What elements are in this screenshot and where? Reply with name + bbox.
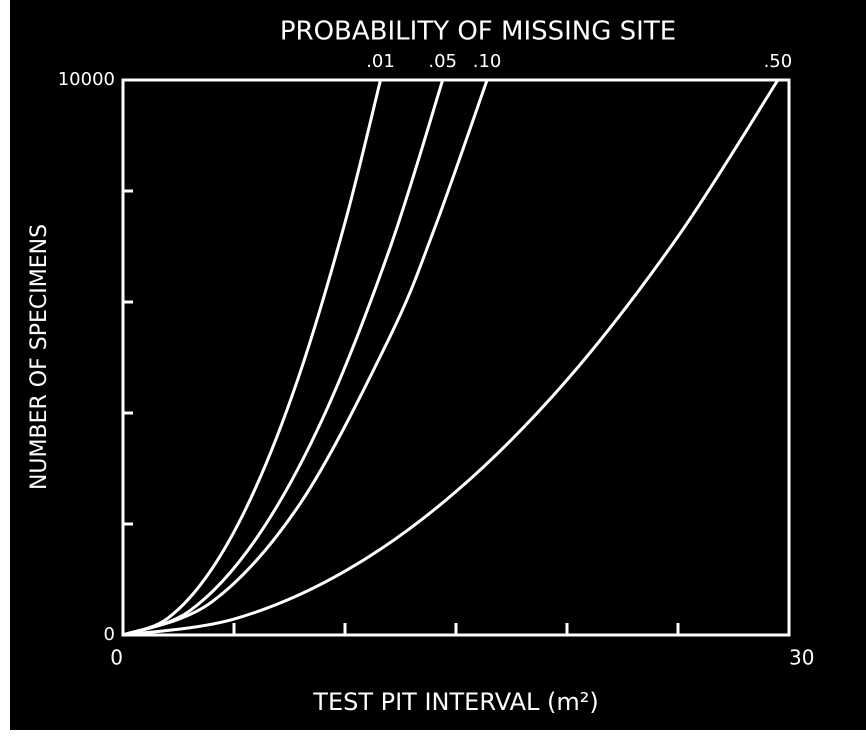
series-label: .01 (366, 51, 395, 72)
series-line (122, 79, 489, 637)
y-axis-label: NUMBER OF SPECIMENS (27, 224, 52, 490)
background (10, 0, 866, 730)
series-line (122, 79, 780, 637)
y-tick-label: 10000 (58, 69, 115, 90)
x-axis-label: TEST PIT INTERVAL (m²) (312, 688, 598, 716)
x-tick-label: 30 (789, 646, 814, 670)
series-label: .10 (473, 51, 502, 72)
series-label: .05 (428, 51, 457, 72)
chart-title: PROBABILITY OF MISSING SITE (280, 17, 676, 47)
x-tick-label: 0 (110, 646, 123, 670)
series-label: .50 (764, 51, 793, 72)
series-line (122, 79, 445, 637)
series-line (122, 79, 382, 637)
y-tick-label: 0 (104, 624, 115, 645)
